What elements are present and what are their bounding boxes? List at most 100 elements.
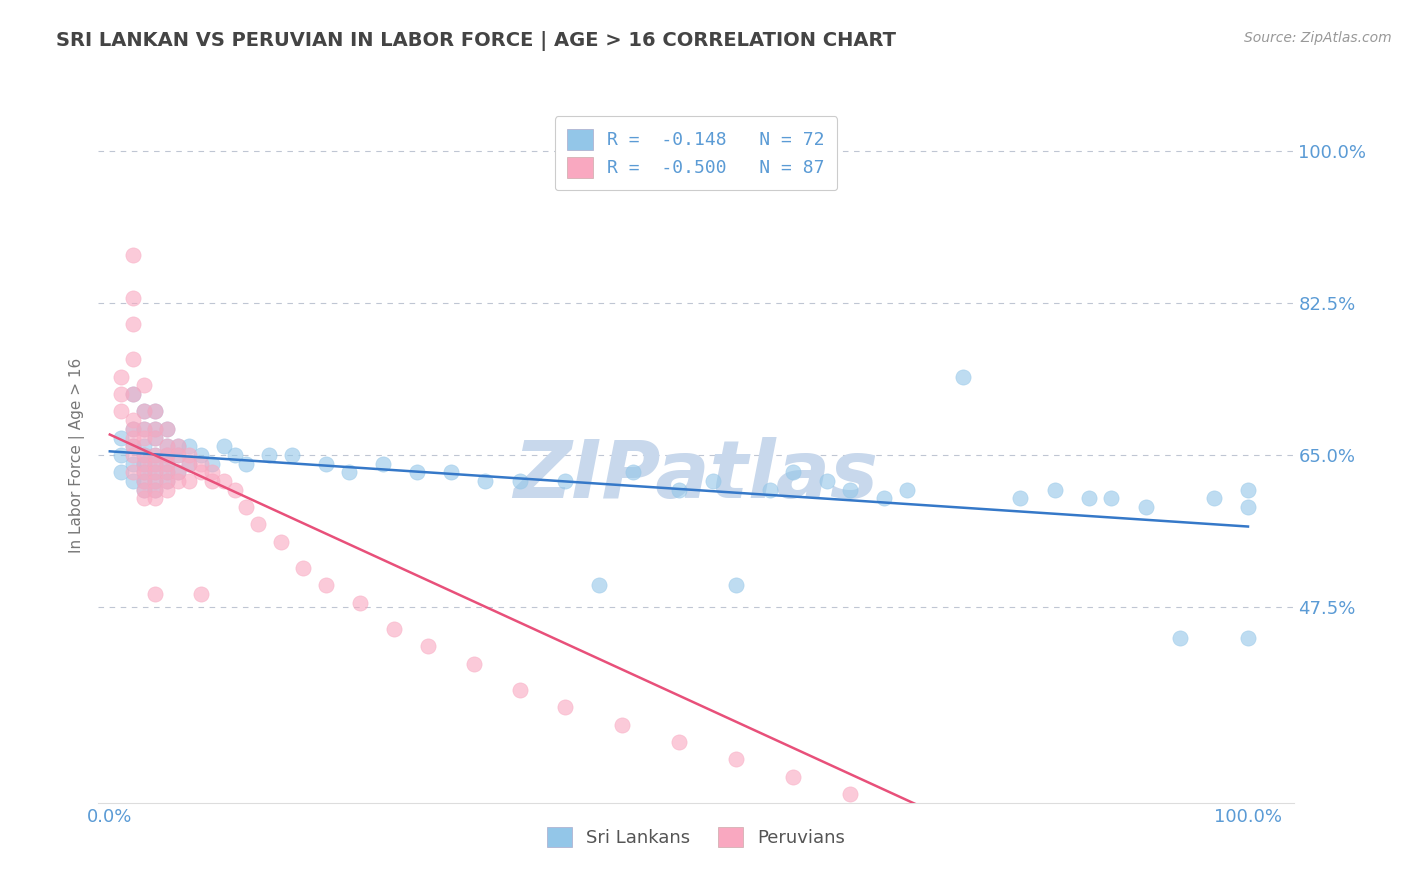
Point [873,491,896,506]
Point [121,448,143,462]
Point [143,491,166,506]
Point [143,404,166,418]
Point [588,578,610,592]
Point [782,770,804,784]
Point [121,248,143,262]
Point [224,448,246,462]
Point [143,466,166,480]
Point [270,534,292,549]
Point [143,474,166,488]
Point [156,474,179,488]
Point [610,717,633,731]
Point [132,457,155,471]
Point [143,448,166,462]
Point [143,587,166,601]
Text: Source: ZipAtlas.com: Source: ZipAtlas.com [1244,31,1392,45]
Point [143,448,166,462]
Point [121,291,143,305]
Point [110,369,132,384]
Point [292,561,315,575]
Point [121,422,143,436]
Point [121,439,143,453]
Point [235,500,257,514]
Point [167,466,190,480]
Point [110,466,132,480]
Point [143,466,166,480]
Point [143,483,166,497]
Point [132,439,155,453]
Point [246,517,269,532]
Point [201,466,224,480]
Point [668,735,690,749]
Point [167,474,190,488]
Point [759,483,782,497]
Point [406,466,429,480]
Point [167,439,190,453]
Point [132,474,155,488]
Point [257,448,280,462]
Point [179,457,201,471]
Point [132,466,155,480]
Point [349,596,371,610]
Point [1135,865,1157,880]
Point [337,466,360,480]
Point [1237,631,1260,645]
Point [132,457,155,471]
Point [440,466,463,480]
Point [110,448,132,462]
Point [132,448,155,462]
Point [201,474,224,488]
Point [190,448,212,462]
Point [132,483,155,497]
Point [1010,491,1032,506]
Point [121,457,143,471]
Point [509,682,531,697]
Point [143,422,166,436]
Point [554,700,576,714]
Point [132,422,155,436]
Point [121,466,143,480]
Point [179,448,201,462]
Point [201,457,224,471]
Point [121,387,143,401]
Point [621,466,644,480]
Point [121,413,143,427]
Point [143,422,166,436]
Point [952,369,974,384]
Point [132,474,155,488]
Point [179,439,201,453]
Point [132,491,155,506]
Point [179,474,201,488]
Point [1237,500,1260,514]
Point [143,404,166,418]
Point [463,657,485,671]
Point [132,404,155,418]
Point [110,404,132,418]
Point [190,457,212,471]
Point [724,578,747,592]
Point [143,430,166,444]
Point [121,439,143,453]
Point [371,457,394,471]
Point [224,483,246,497]
Point [1168,631,1191,645]
Text: ZIPatlas: ZIPatlas [513,437,879,515]
Point [156,466,179,480]
Point [121,422,143,436]
Point [1077,491,1099,506]
Point [418,639,440,653]
Point [235,457,257,471]
Point [190,587,212,601]
Point [382,622,405,636]
Point [1099,856,1122,871]
Point [156,439,179,453]
Point [156,422,179,436]
Point [1099,491,1122,506]
Point [132,448,155,462]
Point [110,387,132,401]
Point [156,439,179,453]
Point [143,457,166,471]
Point [167,448,190,462]
Point [281,448,304,462]
Point [167,466,190,480]
